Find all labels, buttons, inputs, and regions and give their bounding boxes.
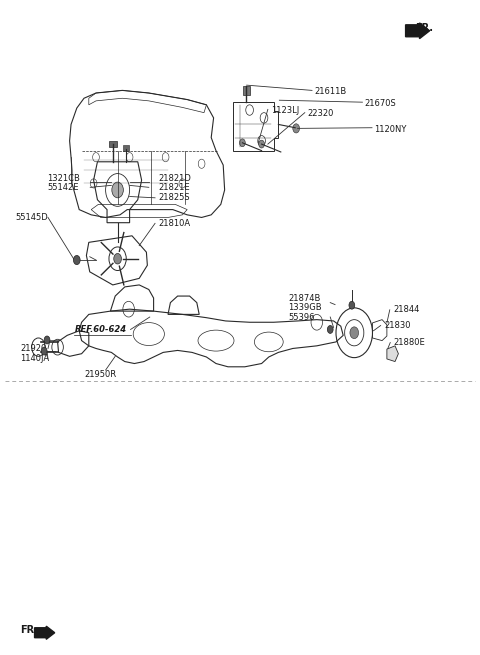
Bar [109, 141, 117, 147]
Text: 55145D: 55145D [15, 213, 48, 222]
Text: FR.: FR. [415, 22, 433, 33]
Text: 21810A: 21810A [158, 219, 191, 228]
Circle shape [350, 327, 359, 339]
Circle shape [327, 326, 333, 333]
Text: REF.60-624: REF.60-624 [74, 325, 127, 334]
Circle shape [44, 336, 50, 344]
Text: 55396: 55396 [288, 312, 314, 322]
Text: 21920: 21920 [20, 344, 47, 353]
Text: 21874B: 21874B [288, 293, 320, 303]
Text: 21670S: 21670S [365, 99, 396, 108]
Bar [123, 145, 129, 151]
Polygon shape [406, 23, 430, 39]
Circle shape [112, 182, 123, 198]
Text: 1123LJ: 1123LJ [271, 105, 300, 115]
Text: 21830: 21830 [384, 321, 410, 330]
Polygon shape [387, 346, 398, 362]
Text: 21825S: 21825S [158, 193, 190, 202]
Text: 21611B: 21611B [314, 87, 347, 96]
Text: 1321CB: 1321CB [47, 174, 80, 183]
Text: 21821D: 21821D [158, 174, 191, 183]
Circle shape [41, 347, 47, 355]
Circle shape [73, 255, 80, 265]
Text: 1140JA: 1140JA [20, 354, 49, 364]
Text: 21880E: 21880E [394, 338, 425, 347]
Bar [243, 86, 250, 95]
Text: 55142E: 55142E [47, 183, 79, 192]
Circle shape [114, 253, 121, 264]
Circle shape [259, 140, 264, 148]
Text: 22320: 22320 [307, 109, 334, 119]
Circle shape [293, 124, 300, 133]
Polygon shape [35, 626, 55, 639]
Text: 21950R: 21950R [85, 370, 117, 379]
Text: 21844: 21844 [394, 305, 420, 314]
Text: FR.: FR. [20, 625, 38, 635]
Circle shape [349, 301, 355, 309]
Text: 1339GB: 1339GB [288, 303, 322, 312]
Text: 21821E: 21821E [158, 183, 190, 192]
Circle shape [240, 139, 245, 147]
Text: 1120NY: 1120NY [374, 124, 407, 134]
